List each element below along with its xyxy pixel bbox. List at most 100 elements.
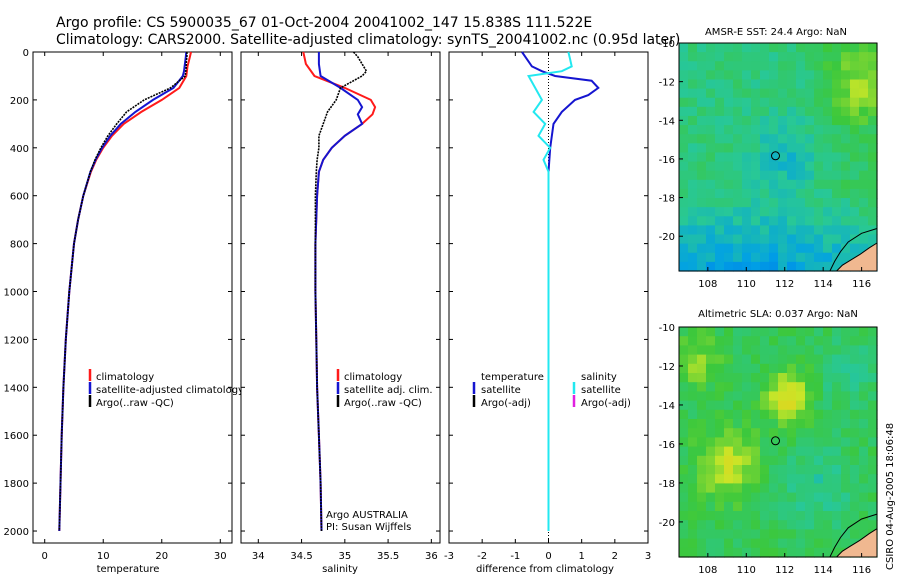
map-cell [805, 492, 815, 503]
map-cell [814, 446, 824, 457]
map-cell [823, 354, 833, 365]
map-cell [805, 354, 815, 365]
map-cell [823, 225, 833, 236]
map-cell [733, 216, 743, 226]
map-cell [715, 492, 725, 503]
map-cell [778, 391, 788, 402]
map-cell [868, 400, 878, 411]
map-cell [688, 61, 698, 71]
map-cell [724, 492, 734, 503]
map-cell [805, 474, 815, 484]
map-cell [760, 547, 770, 558]
map-cell [787, 143, 797, 154]
map-cell [742, 354, 752, 365]
map-cell [814, 143, 824, 154]
map-cell [760, 188, 770, 199]
map-cell [724, 207, 734, 217]
map-cell [778, 234, 788, 245]
map-cell [796, 511, 806, 521]
map-cell [778, 43, 788, 53]
map-cell [715, 465, 725, 475]
map-cell [814, 52, 824, 62]
map-cell [823, 125, 833, 135]
map-cell [733, 161, 743, 172]
legend-label-temp-satellite: satellite [481, 385, 521, 396]
map-cell [805, 529, 815, 540]
map-cell [715, 529, 725, 540]
map-cell [859, 43, 869, 53]
map-cell [679, 363, 689, 374]
map-cell [868, 391, 878, 402]
map-cell [724, 70, 734, 81]
map-cell [760, 261, 770, 272]
map-cell [724, 43, 734, 53]
x-tick-label: 114 [814, 565, 833, 576]
map-cell [679, 143, 689, 154]
map-cell [841, 465, 851, 475]
map-cell [724, 225, 734, 236]
map-cell [724, 363, 734, 374]
map-cell [841, 446, 851, 457]
map-cell [787, 52, 797, 62]
map-cell [859, 501, 869, 512]
map-cell [679, 483, 689, 494]
map-cell [805, 437, 815, 448]
map-cell [823, 373, 833, 383]
map-cell [679, 79, 689, 90]
map-cell [733, 70, 743, 81]
map-cell [733, 207, 743, 217]
map-cell [814, 547, 824, 558]
map-cell [859, 188, 869, 199]
map-cell [841, 97, 851, 108]
map-cell [688, 363, 698, 374]
map-cell [679, 382, 689, 392]
map-cell [769, 363, 779, 374]
map-cell [814, 125, 824, 135]
map-cell [688, 88, 698, 99]
map-cell [724, 547, 734, 558]
map-cell [859, 170, 869, 181]
map-cell [760, 252, 770, 263]
map-cell [742, 152, 752, 163]
map-cell [769, 391, 779, 402]
map-cell [697, 409, 707, 420]
map-cell [841, 492, 851, 503]
map-cell [814, 538, 824, 549]
map-cell [823, 336, 833, 346]
map-cell [832, 437, 842, 448]
map-cell [805, 161, 815, 172]
map-cell [805, 61, 815, 71]
map-cell [850, 455, 860, 466]
map-cell [805, 79, 815, 90]
map-cell [724, 97, 734, 108]
map-cell [859, 243, 869, 254]
y-tick-label: -12 [659, 78, 675, 89]
y-tick-label: 1000 [4, 288, 29, 299]
map-cell [832, 373, 842, 383]
map-cell [751, 511, 761, 521]
map-cell [733, 529, 743, 540]
map-cell [832, 225, 842, 236]
map-cell [706, 252, 716, 263]
map-cell [724, 446, 734, 457]
map-cell [832, 529, 842, 540]
map-cell [733, 252, 743, 263]
map-cell [706, 52, 716, 62]
map-cell [814, 115, 824, 126]
map-cell [733, 188, 743, 199]
sla-map-frame [678, 326, 878, 558]
map-cell [715, 446, 725, 457]
map-cell [688, 382, 698, 392]
map-cell [841, 327, 851, 337]
map-cell [868, 106, 878, 117]
map-cell [760, 216, 770, 226]
map-cell [805, 198, 815, 208]
map-cell [769, 170, 779, 181]
map-cell [859, 455, 869, 466]
map-cell [859, 327, 869, 337]
map-cell [769, 437, 779, 448]
map-cell [841, 354, 851, 365]
map-cell [769, 134, 779, 144]
map-cell [841, 345, 851, 356]
map-cell [760, 52, 770, 62]
